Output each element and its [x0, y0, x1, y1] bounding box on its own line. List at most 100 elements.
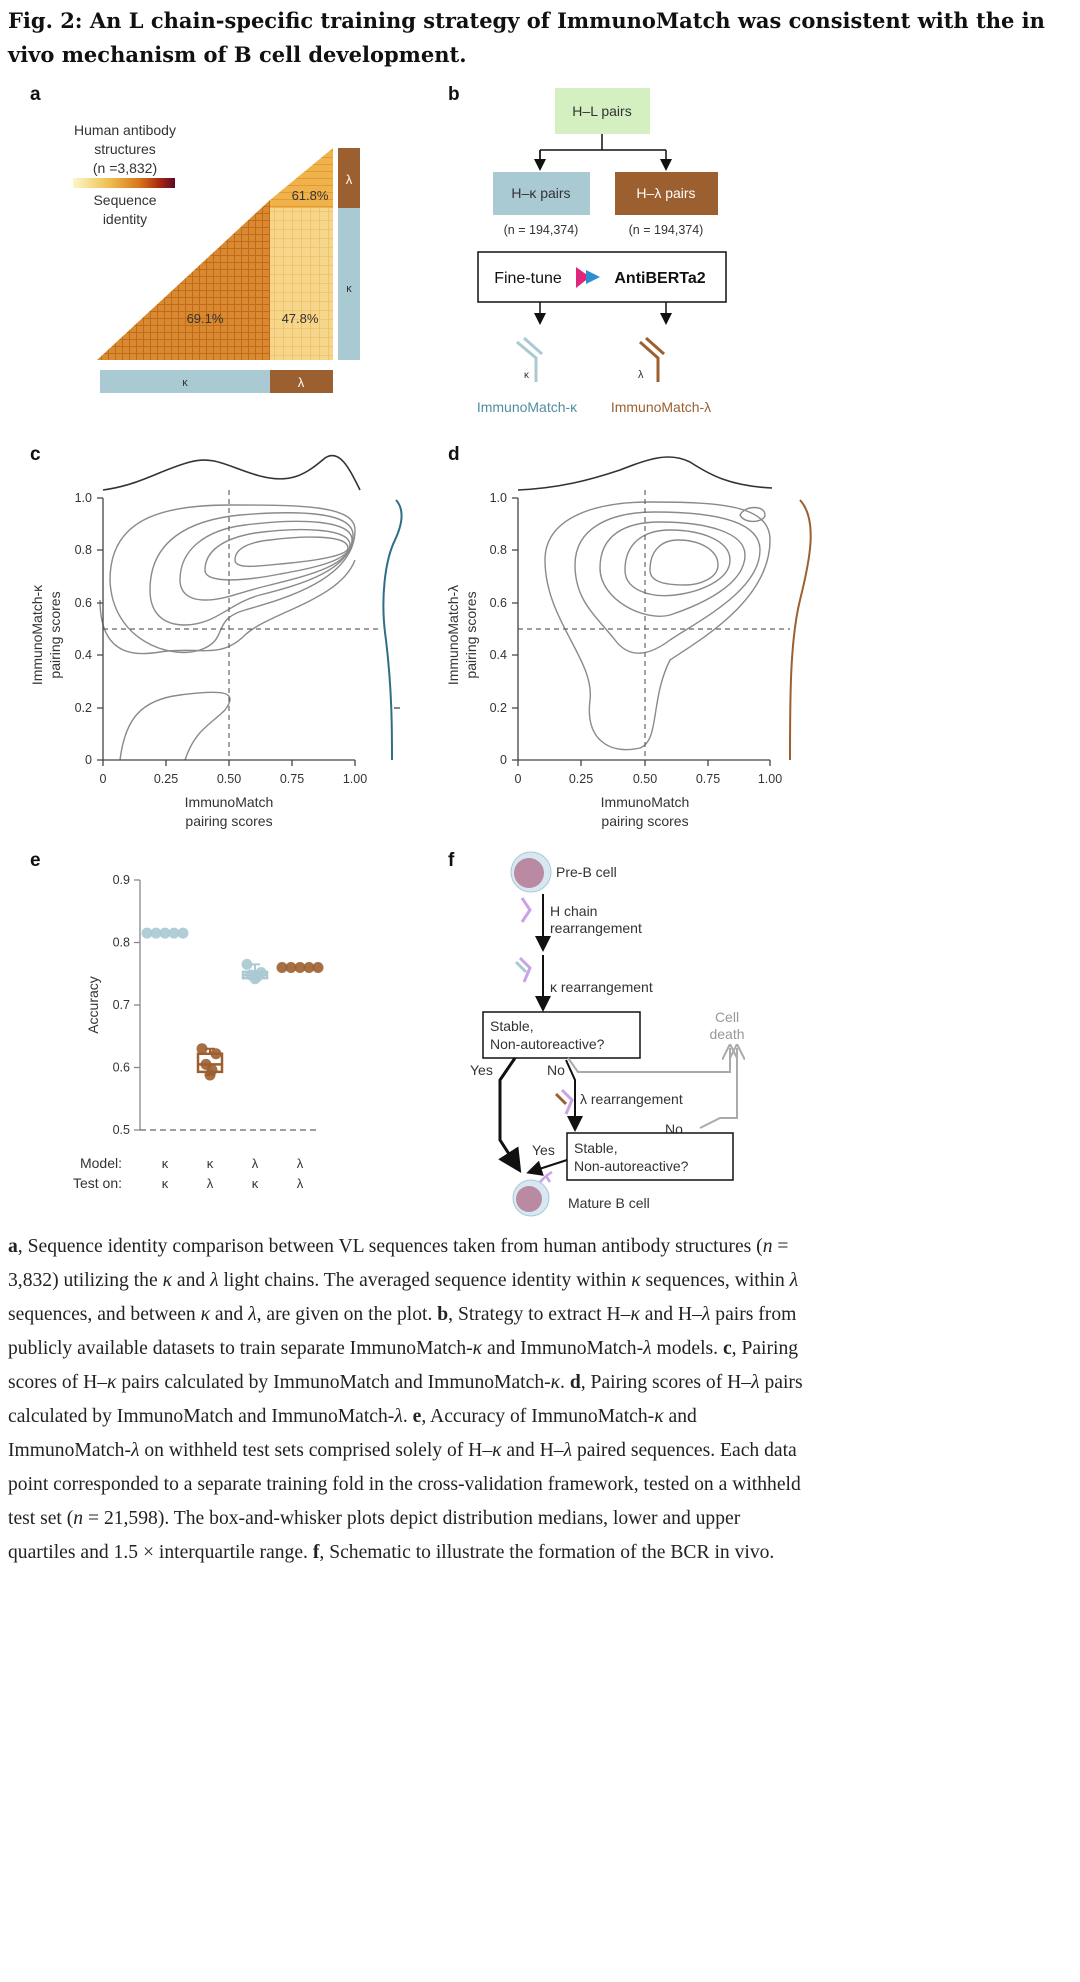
y-axis-label-line2: pairing scores — [463, 591, 479, 678]
data-point — [196, 1043, 208, 1055]
threshold-dashed-lines — [518, 490, 790, 760]
caption-text: κ — [654, 1406, 664, 1427]
colorbar — [73, 178, 175, 188]
data-point — [276, 962, 288, 973]
test-label: λ — [207, 1176, 214, 1191]
caption-text: = — [772, 1236, 789, 1257]
caption-text: λ — [563, 1440, 573, 1461]
axes — [97, 497, 400, 766]
hk-pairs-box — [493, 172, 590, 215]
antiberta-logo-icon — [576, 267, 600, 288]
panel-label-b: b — [448, 84, 460, 105]
y-tick-0.8: 0.8 — [490, 543, 507, 557]
legend-title-line1: Human antibody — [74, 122, 176, 138]
test-label: κ — [252, 1176, 259, 1191]
colorbar-label-line2: identity — [103, 211, 147, 227]
heavy-lambda-chain-icon — [554, 1088, 574, 1115]
caption-text: test set ( — [8, 1508, 74, 1529]
data-point — [177, 927, 189, 939]
top-density-curve — [517, 456, 773, 491]
y-tick-0.2: 0.2 — [490, 701, 507, 715]
x-tick-1.00: 1.00 — [343, 772, 367, 786]
caption-text: ImmunoMatch- — [8, 1440, 131, 1461]
caption-text: n — [73, 1508, 84, 1529]
x-tick-1.00: 1.00 — [758, 772, 782, 786]
caption-text: 3,832) utilizing the — [8, 1270, 163, 1291]
caption-text: κ — [630, 1304, 640, 1325]
bottom-bar-lambda-label: λ — [298, 375, 305, 390]
kappa-rearrangement-label: κ rearrangement — [550, 979, 653, 995]
y-tick-0.4: 0.4 — [490, 648, 507, 662]
x-tick-0.75: 0.75 — [696, 772, 720, 786]
model-label: κ — [207, 1156, 214, 1171]
x-axis-label-line1: ImmunoMatch — [185, 794, 274, 810]
yes-label-1: Yes — [470, 1062, 493, 1078]
right-bar-kappa-label: κ — [346, 283, 352, 295]
caption-text: models. — [651, 1338, 723, 1359]
caption-text: sequences, and between — [8, 1304, 201, 1325]
x-axis-label-line2: pairing scores — [185, 813, 272, 829]
x-tick-0.75: 0.75 — [280, 772, 304, 786]
n-lambda: (n = 194,374) — [629, 223, 704, 237]
caption-text: calculated by ImmunoMatch and ImmunoMatc… — [8, 1406, 395, 1427]
caption-text: pairs calculated by ImmunoMatch and Immu… — [116, 1372, 551, 1393]
bottom-bar-kappa-label: κ — [182, 377, 188, 389]
caption-line: point corresponded to a separate trainin… — [8, 1468, 1078, 1502]
caption-text: on withheld test sets comprised solely o… — [139, 1440, 493, 1461]
y-tick-label: 0.7 — [113, 998, 130, 1012]
caption-line: 3,832) utilizing the κ and λ light chain… — [8, 1264, 1078, 1298]
heatmap-kappa-lambda — [270, 208, 333, 360]
y-tick-0: 0 — [500, 753, 507, 767]
panel-a: a Human antibody structures (n =3,832) S… — [30, 84, 360, 393]
right-bar-lambda — [338, 148, 360, 208]
heatmap-lambda-lambda — [270, 148, 333, 208]
h-chain-label-line2: rearrangement — [550, 920, 642, 936]
h-chain-label-line1: H chain — [550, 903, 597, 919]
stable-check-box-1 — [482, 1011, 641, 1059]
caption-text: and — [663, 1406, 697, 1427]
bottom-bar-kappa — [100, 370, 270, 393]
cell-death-line1: Cell — [715, 1009, 739, 1025]
x-axis-label-line1: ImmunoMatch — [601, 794, 690, 810]
y-tick-1.0: 1.0 — [490, 491, 507, 505]
axes — [512, 497, 771, 766]
caption-text: κ — [472, 1338, 483, 1359]
caption-line: a, Sequence identity comparison between … — [8, 1230, 1078, 1264]
data-point — [294, 962, 306, 973]
data-point — [303, 962, 315, 973]
y-tick-0: 0 — [85, 753, 92, 767]
panel-label-a: a — [30, 84, 41, 105]
caption-panel-letter: c — [722, 1338, 732, 1359]
y-tick-label: 0.5 — [113, 1123, 130, 1137]
between-identity-label: 47.8% — [282, 311, 319, 326]
caption-text: and — [210, 1304, 249, 1325]
y-tick-0.4: 0.4 — [75, 648, 92, 662]
lambda-rearrangement-label: λ rearrangement — [580, 1091, 683, 1107]
caption-text: paired sequences. Each data — [572, 1440, 797, 1461]
panel-label-d: d — [448, 444, 460, 465]
heavy-kappa-chain-icon — [514, 956, 532, 983]
caption-text: λ — [248, 1304, 257, 1325]
cell-death-line2: death — [709, 1026, 744, 1042]
kappa-symbol: κ — [524, 370, 530, 381]
x-tick-0.50: 0.50 — [217, 772, 241, 786]
y-axis-label-line2: pairing scores — [47, 591, 63, 678]
caption-line: publicly available datasets to train sep… — [8, 1332, 1078, 1366]
caption-text: λ — [701, 1304, 711, 1325]
caption-panel-letter: b — [437, 1304, 449, 1325]
caption-text: κ — [200, 1304, 210, 1325]
right-density-curve — [789, 499, 812, 761]
heatmap-kappa-kappa — [97, 200, 270, 360]
caption-panel-letter: f — [312, 1542, 320, 1563]
caption-text: pairs — [759, 1372, 803, 1393]
caption-text: κ — [107, 1372, 117, 1393]
right-bar-lambda-label: λ — [346, 172, 353, 187]
bottom-bar-lambda — [270, 370, 333, 393]
caption-line: scores of H–κ pairs calculated by Immuno… — [8, 1366, 1078, 1400]
caption-text: λ — [643, 1338, 652, 1359]
colorbar-label-line1: Sequence — [93, 192, 156, 208]
y-tick-0.6: 0.6 — [75, 596, 92, 610]
mature-b-cell-label: Mature B cell — [568, 1195, 650, 1211]
data-point — [141, 927, 153, 939]
y-tick-0.8: 0.8 — [75, 543, 92, 557]
